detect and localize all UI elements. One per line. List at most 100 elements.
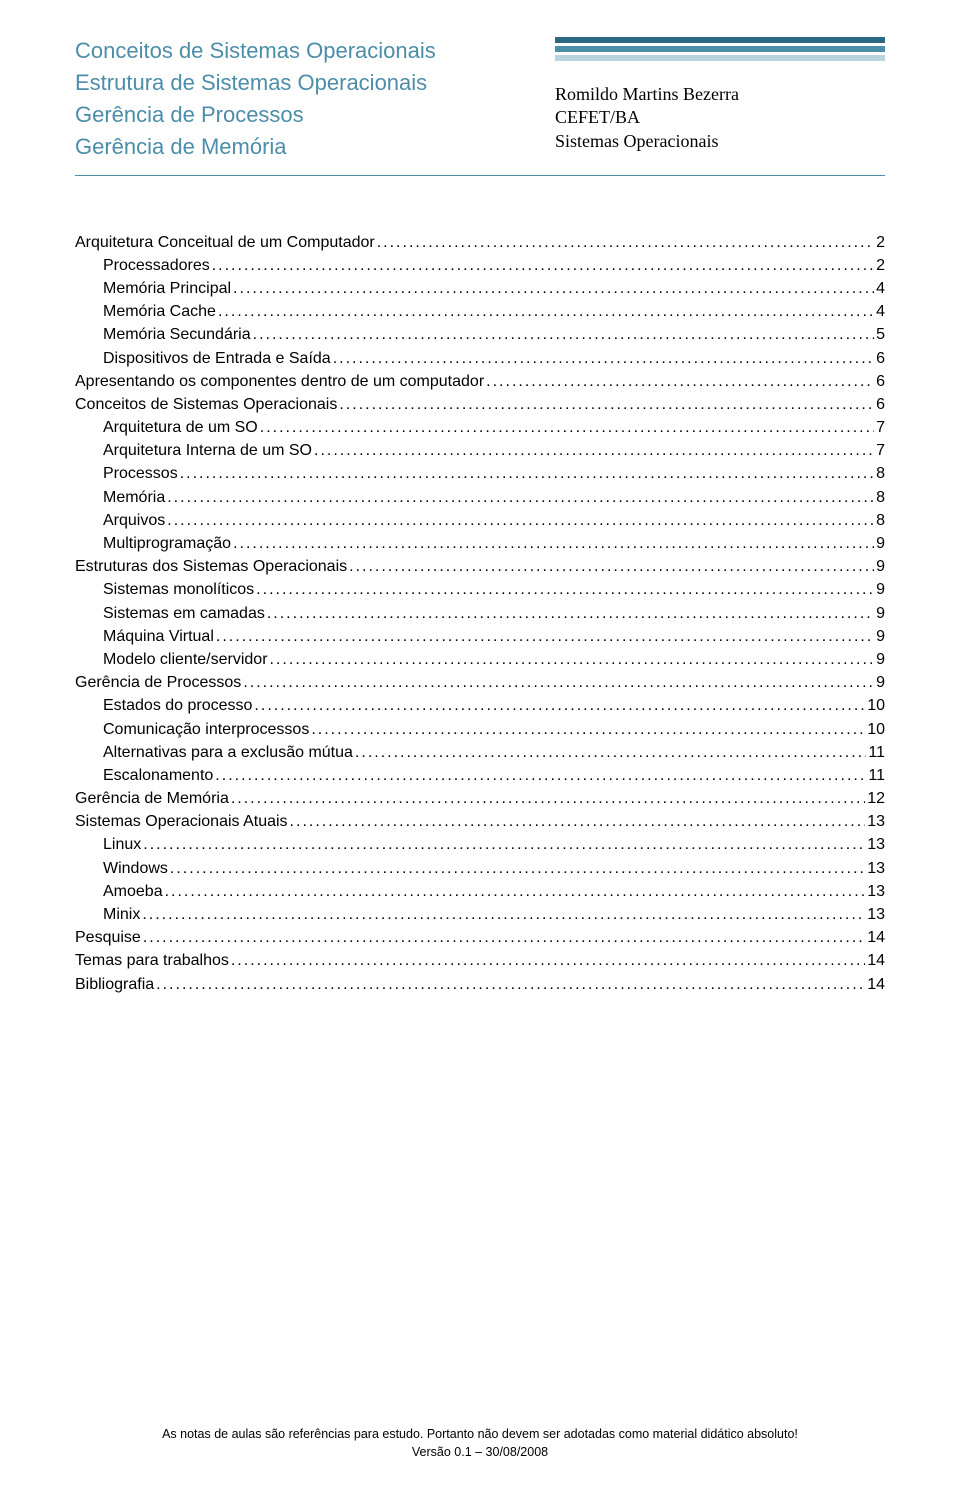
toc-label: Pesquise [75,926,141,949]
toc-label: Processadores [103,254,210,277]
toc-leader-dots [141,833,865,856]
toc-page-number: 10 [865,694,885,717]
author-institution: CEFET/BA [555,106,885,129]
footer-line: As notas de aulas são referências para e… [0,1425,960,1444]
toc-page-number: 5 [874,323,885,346]
header-title-line: Estrutura de Sistemas Operacionais [75,67,555,99]
header-titles: Conceitos de Sistemas Operacionais Estru… [75,35,555,163]
toc-leader-dots [178,462,874,485]
toc-entry[interactable]: Modelo cliente/servidor 9 [75,648,885,671]
toc-entry[interactable]: Comunicação interprocessos 10 [75,718,885,741]
toc-page-number: 6 [874,370,885,393]
toc-entry[interactable]: Sistemas em camadas 9 [75,602,885,625]
toc-page-number: 13 [865,880,885,903]
toc-label: Arquitetura Conceitual de um Computador [75,231,375,254]
toc-leader-dots [375,231,874,254]
toc-leader-dots [213,764,866,787]
toc-page-number: 4 [874,300,885,323]
header-title-line: Conceitos de Sistemas Operacionais [75,35,555,67]
toc-entry[interactable]: Processadores 2 [75,254,885,277]
toc-leader-dots [331,347,874,370]
author-course: Sistemas Operacionais [555,130,885,153]
toc-entry[interactable]: Processos 8 [75,462,885,485]
toc-entry[interactable]: Memória Cache 4 [75,300,885,323]
toc-entry[interactable]: Memória Principal 4 [75,277,885,300]
toc-entry[interactable]: Estados do processo 10 [75,694,885,717]
toc-page-number: 7 [874,416,885,439]
toc-page-number: 8 [874,509,885,532]
toc-label: Memória Principal [103,277,231,300]
toc-entry[interactable]: Sistemas monolíticos 9 [75,578,885,601]
toc-entry[interactable]: Minix 13 [75,903,885,926]
toc-page-number: 11 [866,741,885,764]
toc-leader-dots [168,857,865,880]
toc-leader-dots [141,926,865,949]
toc-leader-dots [163,880,866,903]
toc-page-number: 9 [874,648,885,671]
toc-entry[interactable]: Alternativas para a exclusão mútua 11 [75,741,885,764]
toc-leader-dots [252,694,865,717]
toc-label: Bibliografia [75,973,154,996]
toc-entry[interactable]: Conceitos de Sistemas Operacionais 6 [75,393,885,416]
toc-entry[interactable]: Dispositivos de Entrada e Saída 6 [75,347,885,370]
toc-entry[interactable]: Linux 13 [75,833,885,856]
toc-label: Temas para trabalhos [75,949,229,972]
toc-entry[interactable]: Gerência de Memória 12 [75,787,885,810]
toc-leader-dots [165,486,874,509]
toc-label: Memória Secundária [103,323,251,346]
toc-page-number: 9 [874,671,885,694]
toc-label: Escalonamento [103,764,213,787]
toc-leader-dots [251,323,874,346]
toc-page-number: 6 [874,347,885,370]
toc-entry[interactable]: Arquitetura Conceitual de um Computador … [75,231,885,254]
page-footer: As notas de aulas são referências para e… [0,1425,960,1463]
toc-entry[interactable]: Estruturas dos Sistemas Operacionais 9 [75,555,885,578]
toc-leader-dots [216,300,874,323]
toc-entry[interactable]: Escalonamento 11 [75,764,885,787]
toc-label: Sistemas monolíticos [103,578,254,601]
toc-page-number: 13 [865,810,885,833]
toc-label: Gerência de Processos [75,671,241,694]
toc-entry[interactable]: Amoeba 13 [75,880,885,903]
toc-label: Arquitetura Interna de um SO [103,439,312,462]
toc-entry[interactable]: Pesquise 14 [75,926,885,949]
toc-entry[interactable]: Sistemas Operacionais Atuais 13 [75,810,885,833]
toc-entry[interactable]: Arquitetura de um SO 7 [75,416,885,439]
toc-label: Estados do processo [103,694,252,717]
toc-entry[interactable]: Bibliografia 14 [75,973,885,996]
toc-entry[interactable]: Gerência de Processos 9 [75,671,885,694]
toc-entry[interactable]: Máquina Virtual 9 [75,625,885,648]
toc-leader-dots [268,648,875,671]
toc-entry[interactable]: Arquitetura Interna de um SO 7 [75,439,885,462]
toc-page-number: 14 [865,926,885,949]
toc-page-number: 13 [865,857,885,880]
toc-leader-dots [165,509,874,532]
toc-entry[interactable]: Temas para trabalhos 14 [75,949,885,972]
toc-label: Comunicação interprocessos [103,718,309,741]
toc-entry[interactable]: Memória 8 [75,486,885,509]
toc-page-number: 9 [874,578,885,601]
header-divider [75,175,885,176]
toc-label: Dispositivos de Entrada e Saída [103,347,331,370]
toc-leader-dots [214,625,874,648]
page-header: Conceitos de Sistemas Operacionais Estru… [75,35,885,163]
toc-label: Estruturas dos Sistemas Operacionais [75,555,347,578]
toc-label: Minix [103,903,140,926]
toc-entry[interactable]: Memória Secundária 5 [75,323,885,346]
toc-entry[interactable]: Arquivos 8 [75,509,885,532]
toc-page-number: 2 [874,254,885,277]
toc-leader-dots [140,903,865,926]
toc-page-number: 14 [865,973,885,996]
toc-page-number: 9 [874,555,885,578]
toc-page-number: 13 [865,833,885,856]
toc-page-number: 6 [874,393,885,416]
toc-label: Arquivos [103,509,165,532]
toc-entry[interactable]: Apresentando os componentes dentro de um… [75,370,885,393]
toc-entry[interactable]: Windows 13 [75,857,885,880]
toc-page-number: 9 [874,602,885,625]
toc-page-number: 7 [874,439,885,462]
toc-label: Apresentando os componentes dentro de um… [75,370,484,393]
toc-page-number: 4 [874,277,885,300]
toc-leader-dots [154,973,865,996]
toc-entry[interactable]: Multiprogramação 9 [75,532,885,555]
